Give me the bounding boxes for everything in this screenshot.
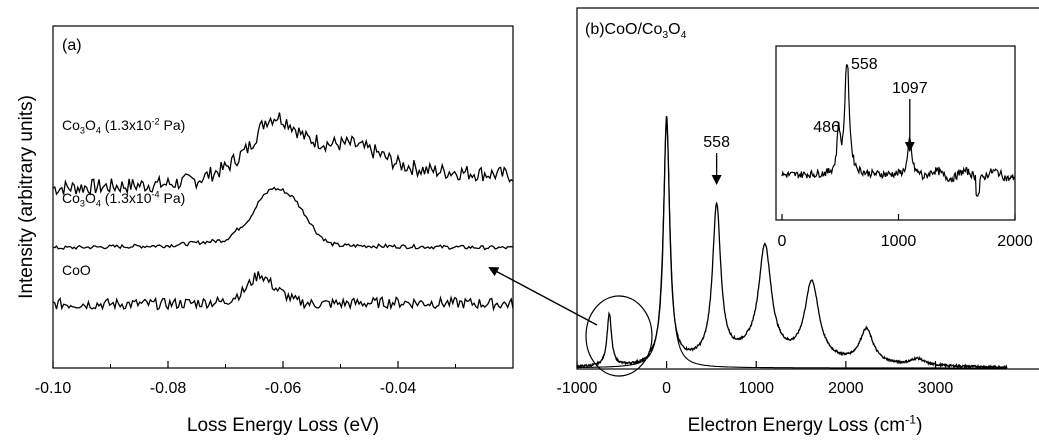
panel-a-series-line	[52, 271, 514, 312]
panel-b-frame	[576, 7, 1039, 370]
cross-panel-arrow	[488, 267, 598, 326]
panel-a-x-label: Loss Energy Loss (eV)	[187, 415, 379, 436]
panel-b-highlight-circle	[585, 295, 653, 377]
panel-b-series-line	[577, 123, 1008, 369]
inset-annotations: 486 558 1097	[813, 56, 928, 152]
panel-a-x-tick-label: -0.08	[150, 380, 187, 397]
panel-b-x-tick-label: -1000	[557, 380, 598, 397]
panel-b-peak-label: 558	[703, 134, 730, 151]
panel-b-x-tick-label: 1000	[738, 380, 774, 397]
panel-a-series-label: CoO	[62, 262, 91, 278]
panel-b-series	[576, 115, 1008, 370]
inset-peak-label: 486	[813, 119, 840, 136]
inset-series-line	[781, 64, 1016, 197]
panel-a-series-label: Co3O4 (1.3x10-2 Pa)	[62, 116, 185, 135]
inset-x-ticks: 0 1000 2000	[778, 214, 1033, 250]
panel-b-annotations: 558	[703, 134, 730, 185]
panel-a-x-tick-label: -0.04	[380, 380, 417, 397]
panel-b-x-tick-label: 2000	[828, 380, 864, 397]
panel-a-label: (a)	[62, 37, 82, 54]
panel-b-x-ticks: -1000 0 1000 2000 3000	[557, 361, 954, 397]
inset-x-tick-label: 2000	[997, 233, 1033, 250]
inset-x-tick-label: 0	[778, 233, 787, 250]
panel-b: (b)CoO/Co3O4 -1000 0 1000 2000 3000 558 Elec…	[557, 7, 1039, 436]
inset-series	[781, 64, 1016, 197]
panel-a-series-line	[52, 112, 514, 196]
panel-b-inset: 0 1000 2000 486 558 1097	[775, 45, 1033, 250]
panel-a-series-line	[52, 186, 514, 251]
panel-b-title: (b)CoO/Co3O4	[585, 21, 687, 41]
inset-peak-label: 1097	[892, 80, 928, 97]
panel-a-y-label: Intensity (arbitrary units)	[16, 95, 37, 299]
panel-a-x-ticks: -0.10 -0.08 -0.06 -0.04	[35, 361, 456, 397]
panel-b-x-label: Electron Energy Loss (cm-1)	[688, 412, 923, 436]
inset-frame	[775, 45, 1016, 221]
panel-a-series	[52, 112, 514, 312]
panel-a: (a) -0.10 -0.08 -0.06 -0.04 Co3O4 (1.3x10-2…	[16, 25, 514, 436]
panel-a-x-tick-label: -0.10	[35, 380, 72, 397]
panel-a-series-labels: Co3O4 (1.3x10-2 Pa) Co3O4 (1.3x10-4 Pa) Co…	[62, 116, 185, 278]
panel-b-x-tick-label: 0	[662, 380, 671, 397]
inset-x-tick-label: 1000	[881, 233, 917, 250]
inset-peak-label: 558	[851, 56, 878, 73]
panel-b-x-tick-label: 3000	[918, 380, 954, 397]
panel-a-x-tick-label: -0.06	[265, 380, 302, 397]
panel-a-series-label: Co3O4 (1.3x10-4 Pa)	[62, 189, 185, 208]
